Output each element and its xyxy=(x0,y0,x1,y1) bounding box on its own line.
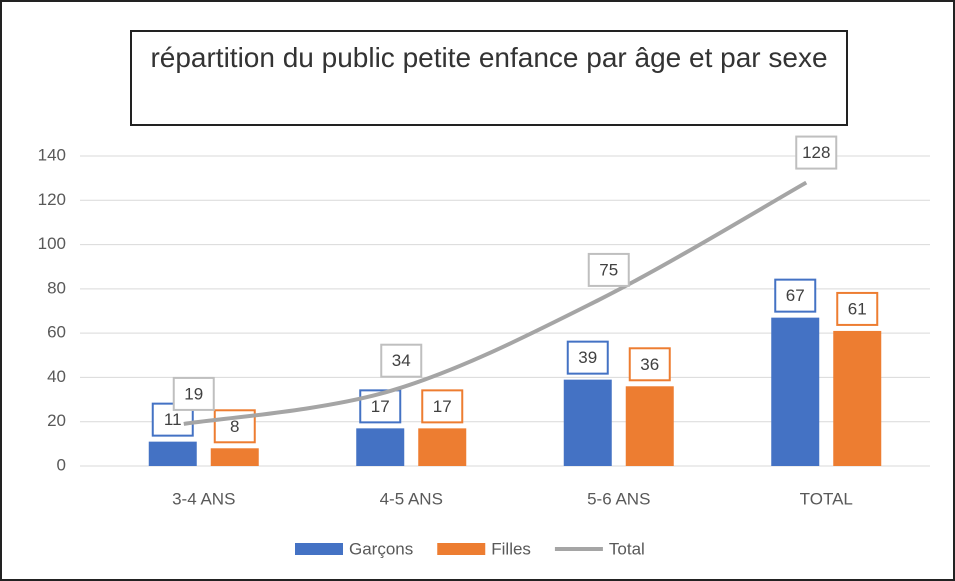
x-tick-label: TOTAL xyxy=(800,489,853,508)
bar-label-box xyxy=(213,409,256,444)
x-tick-label: 5-6 ANS xyxy=(587,489,650,508)
bar-label-box xyxy=(566,340,609,375)
legend-swatch xyxy=(437,543,486,555)
y-tick-label: 0 xyxy=(57,455,66,474)
bar-label: 61 xyxy=(848,299,867,318)
y-tick-label: 60 xyxy=(47,323,66,342)
bar xyxy=(148,441,197,466)
x-tick-label: 3-4 ANS xyxy=(172,489,235,508)
bar xyxy=(418,428,467,466)
bar xyxy=(625,386,674,466)
total-label-box xyxy=(172,376,215,411)
y-tick-label: 20 xyxy=(47,411,66,430)
line-total xyxy=(183,180,808,426)
bar-label: 17 xyxy=(371,397,390,416)
y-tick-label: 120 xyxy=(38,190,66,209)
bar-label-box xyxy=(836,291,879,326)
total-label-box xyxy=(380,343,423,378)
legend-label: Total xyxy=(609,539,645,558)
bar-label: 17 xyxy=(433,397,452,416)
y-tick-label: 140 xyxy=(38,145,66,164)
bar-label: 8 xyxy=(230,417,239,436)
chart-title: répartition du public petite enfance par… xyxy=(130,30,848,126)
bar xyxy=(356,428,405,466)
bar xyxy=(771,317,820,466)
bar-label-box xyxy=(628,347,671,382)
bar-label-box xyxy=(774,278,817,313)
bar-label-box xyxy=(421,389,464,424)
total-label: 128 xyxy=(802,143,830,162)
bar xyxy=(210,448,259,466)
legend-label: Garçons xyxy=(349,539,413,558)
total-label-box xyxy=(795,135,838,170)
y-tick-label: 100 xyxy=(38,234,66,253)
total-label: 19 xyxy=(184,384,203,403)
bar-label: 67 xyxy=(786,286,805,305)
bar xyxy=(563,379,612,466)
legend-label: Filles xyxy=(491,539,531,558)
x-tick-label: 4-5 ANS xyxy=(380,489,443,508)
total-label-box xyxy=(587,252,630,287)
y-tick-label: 80 xyxy=(47,278,66,297)
bar-label: 39 xyxy=(578,348,597,367)
bar-label: 11 xyxy=(164,410,182,429)
total-label: 75 xyxy=(599,260,618,279)
total-label: 34 xyxy=(392,351,411,370)
y-tick-label: 40 xyxy=(47,367,66,386)
legend-swatch xyxy=(295,543,343,555)
bar xyxy=(833,330,882,466)
bar-label: 36 xyxy=(640,355,659,374)
